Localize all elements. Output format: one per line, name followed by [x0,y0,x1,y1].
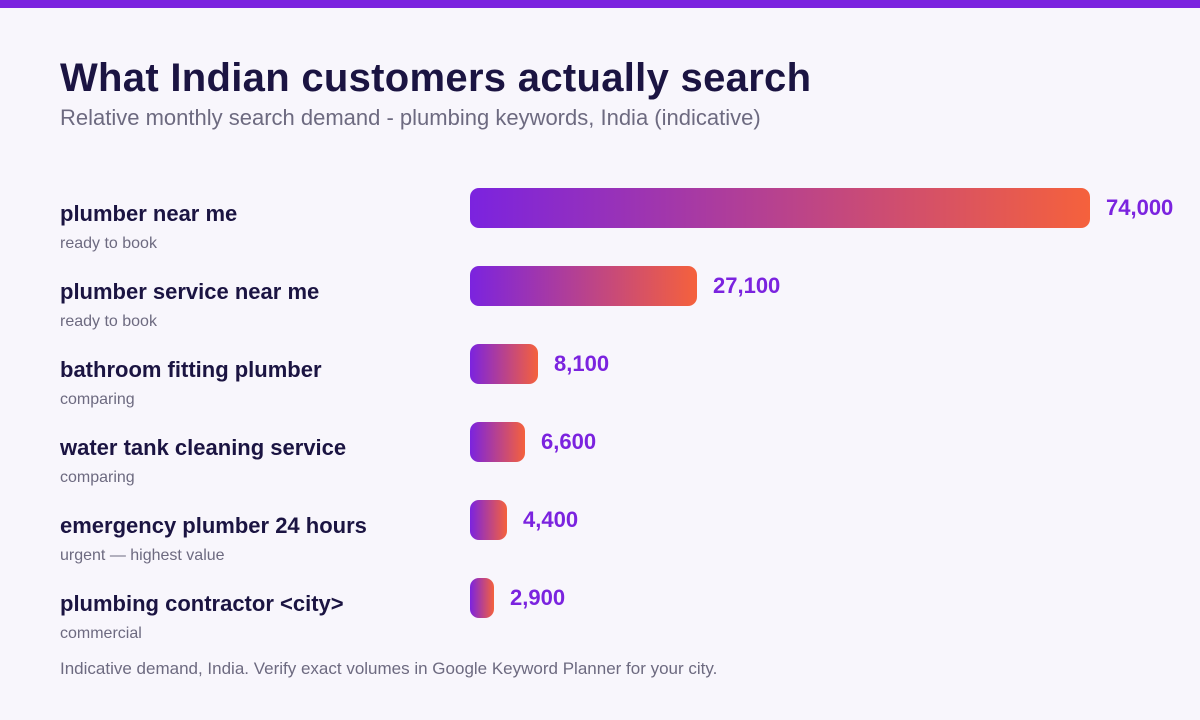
bar-row: bathroom fitting plumber comparing 8,100 [0,344,1200,421]
value-label: 2,900 [510,585,566,610]
value-label: 4,400 [523,507,579,532]
category-label: emergency plumber 24 hours [60,513,367,538]
intent-label: comparing [60,391,135,408]
chart-title: What Indian customers actually search [60,56,812,100]
bar-row: plumber service near me ready to book 27,1… [0,266,1200,343]
top-accent-bar [0,0,1200,8]
value-label: 8,100 [554,351,610,376]
bar-row: plumber near me ready to book 74,000 [0,188,1200,265]
intent-label: comparing [60,469,135,486]
footnote: Indicative demand, India. Verify exact v… [60,659,718,678]
value-label: 6,600 [541,429,597,454]
bar [470,344,538,384]
category-label: plumbing contractor <city> [60,591,344,616]
value-label: 74,000 [1106,195,1174,220]
bar [470,188,1090,228]
category-label: water tank cleaning service [60,435,347,460]
intent-label: urgent — highest value [60,547,225,564]
category-label: plumber near me [60,201,238,226]
bar-row: plumbing contractor <city> commercial 2,90… [0,578,1200,655]
bar [470,422,525,462]
intent-label: commercial [60,625,142,642]
intent-label: ready to book [60,313,157,330]
intent-label: ready to book [60,235,157,252]
category-label: plumber service near me [60,279,320,304]
bar [470,500,507,540]
bar [470,578,494,618]
bar-row: water tank cleaning service comparing 6,60… [0,422,1200,499]
bar [470,266,697,306]
bar-row: emergency plumber 24 hours urgent — highe… [0,500,1200,577]
category-label: bathroom fitting plumber [60,357,322,382]
value-label: 27,100 [713,273,781,298]
chart-subtitle: Relative monthly search demand - plumbin… [60,105,761,130]
